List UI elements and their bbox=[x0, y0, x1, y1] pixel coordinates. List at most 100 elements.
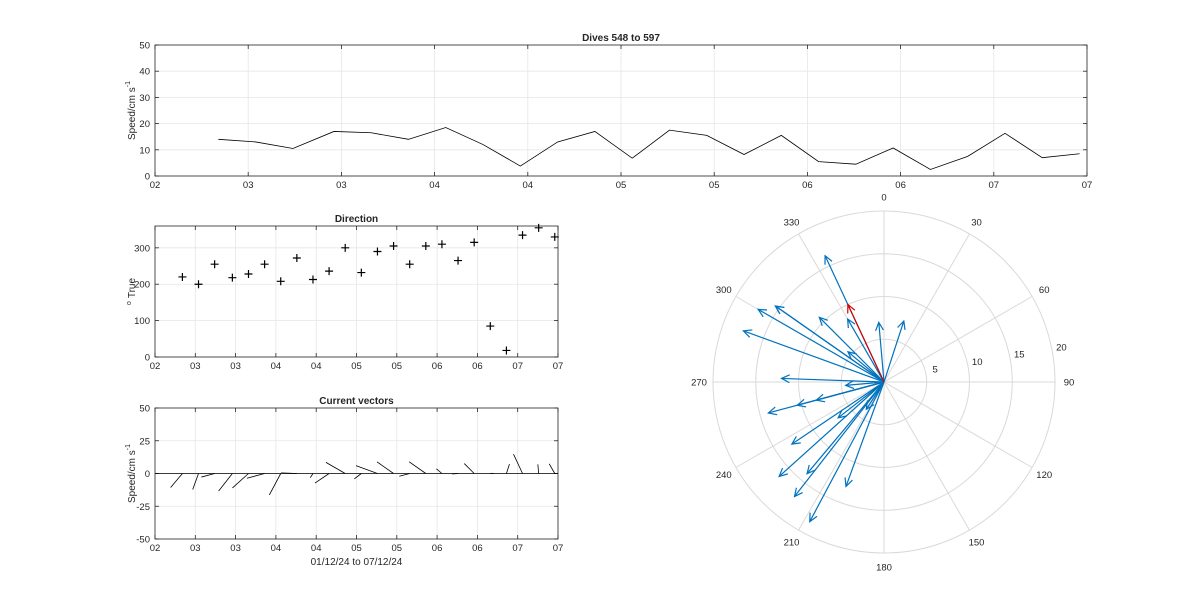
rose-vector-arrow bbox=[883, 319, 906, 383]
polar-grid-spoke bbox=[883, 381, 970, 531]
polar-angle-label: 330 bbox=[784, 217, 800, 228]
rose-vector-arrow bbox=[790, 381, 885, 445]
y-tick-label: 100 bbox=[134, 316, 150, 327]
y-tick-label: -50 bbox=[136, 535, 150, 546]
direction-point bbox=[454, 256, 463, 265]
polar-radius-label: 10 bbox=[972, 357, 983, 368]
direction-y-axis-label: o True bbox=[126, 278, 138, 306]
polar-radius-label: 5 bbox=[932, 365, 937, 376]
speed-title: Dives 548 to 597 bbox=[582, 33, 660, 44]
polar-grid-spoke bbox=[735, 381, 885, 468]
direction-y-axis-label-degree: o bbox=[126, 301, 133, 305]
x-tick-label: 07 bbox=[553, 361, 564, 372]
y-tick-label: 25 bbox=[139, 436, 150, 447]
polar-angle-label: 90 bbox=[1064, 378, 1075, 389]
direction-point bbox=[470, 238, 479, 247]
current-vector-stick bbox=[325, 462, 346, 474]
y-tick-label: 300 bbox=[134, 243, 150, 254]
polar-angle-label: 150 bbox=[969, 538, 985, 549]
current-vector-stick bbox=[506, 464, 510, 474]
current-vector-stick bbox=[376, 461, 394, 474]
x-tick-label: 02 bbox=[150, 543, 161, 554]
current-vector-stick bbox=[232, 473, 249, 489]
rose-vector-arrow bbox=[809, 381, 885, 523]
x-tick-label: 05 bbox=[392, 543, 403, 554]
direction-point bbox=[178, 272, 187, 281]
current-vector-stick bbox=[463, 463, 475, 474]
rose-vector-arrow bbox=[774, 305, 885, 383]
direction-point bbox=[373, 247, 382, 256]
direction-point bbox=[437, 240, 446, 249]
direction-y-axis-label-text: True bbox=[127, 278, 138, 299]
x-tick-label: 06 bbox=[432, 361, 443, 372]
speed-y-axis-label-exponent: -1 bbox=[125, 81, 132, 87]
x-tick-label: 04 bbox=[523, 180, 534, 191]
x-tick-label: 05 bbox=[392, 361, 403, 372]
rose-axes: 0 30 60 90 120 150 180 210 240 270 300 330 5 10 15 20 bbox=[691, 193, 1074, 574]
rose-ticks: 0 30 60 90 120 150 180 210 240 270 300 330 5 10 15 20 bbox=[691, 193, 1074, 574]
y-tick-label: 0 bbox=[145, 469, 150, 480]
direction-point bbox=[260, 260, 269, 269]
current-vector-stick bbox=[354, 473, 362, 480]
y-tick-label: -25 bbox=[136, 502, 150, 513]
x-tick-label: 02 bbox=[150, 180, 161, 191]
rose-vector-arrow bbox=[837, 381, 885, 419]
y-tick-label: 10 bbox=[139, 145, 150, 156]
y-tick-label: 20 bbox=[139, 119, 150, 130]
direction-point bbox=[550, 232, 559, 241]
x-tick-label: 05 bbox=[351, 361, 362, 372]
rose-vector-arrow bbox=[865, 381, 885, 411]
current-vector-stick bbox=[201, 473, 215, 478]
direction-point bbox=[534, 223, 543, 232]
x-tick-label: 06 bbox=[472, 543, 483, 554]
speed-marks bbox=[218, 127, 1080, 170]
current-vector-stick bbox=[218, 473, 233, 492]
vectors-x-axis-label: 01/12/24 to 07/12/24 bbox=[311, 557, 403, 568]
direction-point bbox=[389, 242, 398, 251]
speed-series-line bbox=[218, 127, 1080, 170]
polar-angle-label: 60 bbox=[1039, 285, 1050, 296]
direction-point bbox=[276, 277, 285, 286]
speed-y-axis-label: Speed/cm s-1 bbox=[125, 81, 138, 140]
x-tick-label: 03 bbox=[230, 543, 241, 554]
vectors-y-axis-label: Speed/cm s-1 bbox=[125, 444, 138, 503]
direction-point bbox=[421, 242, 430, 251]
x-tick-label: 04 bbox=[271, 361, 282, 372]
polar-grid-spoke bbox=[883, 381, 1033, 468]
vectors-title: Current vectors bbox=[319, 396, 394, 407]
x-tick-label: 04 bbox=[311, 543, 322, 554]
x-tick-label: 06 bbox=[895, 180, 906, 191]
x-tick-label: 02 bbox=[150, 361, 161, 372]
x-tick-label: 07 bbox=[512, 543, 523, 554]
direction-point bbox=[244, 270, 253, 279]
rose-marks bbox=[742, 254, 906, 523]
rose-vector-arrow bbox=[806, 381, 885, 475]
y-tick-label: 40 bbox=[139, 67, 150, 78]
direction-point bbox=[292, 254, 301, 263]
speed-axes: 02 03 03 04 04 05 05 06 06 07 07 0 10 20 30 40 50 Dives … bbox=[125, 33, 1092, 191]
vectors-ticks: 02 03 03 04 04 05 05 06 06 07 07 -50 -25 0 25 50 bbox=[136, 404, 563, 555]
x-tick-label: 03 bbox=[190, 361, 201, 372]
rose-vector-arrow bbox=[844, 381, 885, 488]
x-tick-label: 05 bbox=[351, 543, 362, 554]
current-vector-stick bbox=[309, 473, 314, 478]
polar-angle-label: 30 bbox=[971, 217, 982, 228]
rose-vector-arrow bbox=[793, 381, 885, 498]
current-vector-stick bbox=[269, 473, 282, 496]
y-tick-label: 50 bbox=[139, 404, 150, 415]
y-tick-label: 0 bbox=[145, 353, 150, 364]
x-tick-label: 07 bbox=[989, 180, 1000, 191]
y-tick-label: 30 bbox=[139, 93, 150, 104]
current-vector-stick bbox=[513, 453, 523, 474]
x-tick-label: 04 bbox=[311, 361, 322, 372]
current-vector-stick bbox=[192, 473, 199, 490]
direction-marks bbox=[178, 223, 559, 355]
rose-vector-arrow bbox=[778, 381, 885, 478]
rose-vector-arrow bbox=[846, 350, 885, 383]
current-vector-stick bbox=[452, 473, 459, 475]
vectors-marks bbox=[155, 453, 558, 496]
polar-radius-label: 20 bbox=[1056, 342, 1067, 353]
polar-grid-spoke bbox=[883, 233, 970, 383]
speed-ticks: 02 03 03 04 04 05 05 06 06 07 07 0 10 20 30 40 50 bbox=[139, 41, 1092, 192]
